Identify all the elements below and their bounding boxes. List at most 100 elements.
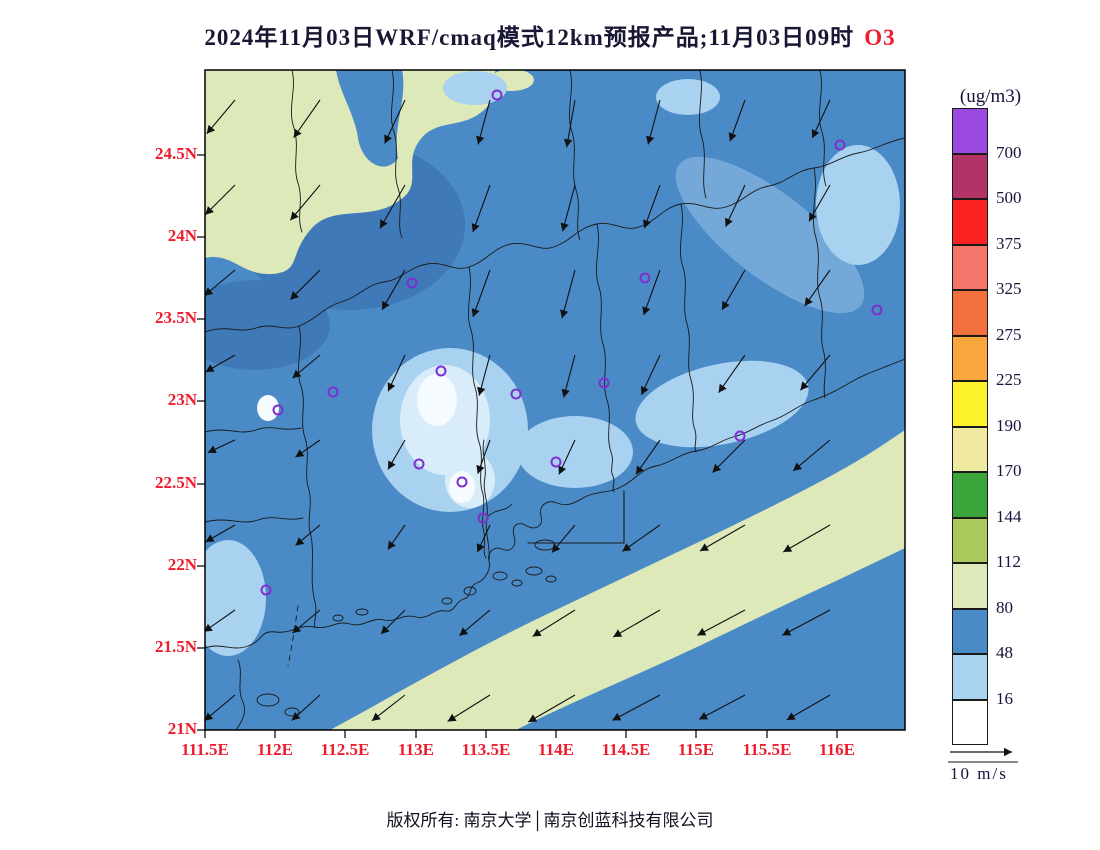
- wind-arrow-head: [783, 544, 793, 552]
- wind-arrow-head: [811, 129, 820, 139]
- station-marker: [327, 386, 339, 398]
- wind-arrow-head: [699, 543, 709, 551]
- wind-arrow-shaft: [698, 694, 746, 720]
- wind-arrow-head: [471, 223, 480, 232]
- wind-arrow-head: [728, 132, 737, 142]
- wind-arrow-head: [642, 306, 651, 316]
- wind-arrow-head: [635, 465, 644, 475]
- wind-arrow-head: [295, 537, 305, 546]
- wind-arrow-head: [476, 464, 485, 474]
- wind-arrow-head: [712, 463, 722, 473]
- wind-arrow-head: [699, 711, 709, 720]
- fill-white-spot1: [417, 374, 457, 426]
- station-marker: [491, 89, 503, 101]
- fill-light-blue-delta: [517, 416, 633, 488]
- station-marker: [639, 272, 651, 284]
- wind-arrow-head: [205, 534, 215, 542]
- station-marker: [598, 377, 610, 389]
- wind-arrow-head: [622, 543, 632, 552]
- wind-arrow-head: [643, 219, 651, 229]
- fill-light-blue-sw: [205, 540, 266, 656]
- fill-blue-notch: [336, 70, 404, 167]
- wind-arrow-head: [561, 388, 570, 398]
- wind-arrow-head: [804, 297, 813, 307]
- copyright-text: 版权所有: 南京大学│南京创蓝科技有限公司: [386, 811, 714, 830]
- fill-white-spot3: [257, 395, 279, 421]
- wind-scale-label: 10 m/s: [950, 764, 1008, 783]
- wind-arrow-head: [384, 134, 392, 144]
- wind-arrow-head: [371, 712, 381, 721]
- legend-unit-label: (ug/m3): [959, 86, 1022, 107]
- wind-arrow-head: [722, 300, 730, 310]
- wind-arrow-shaft: [786, 694, 831, 721]
- chart-title-pollutant: O3: [864, 25, 896, 50]
- wind-arrow-shaft: [699, 524, 746, 552]
- wind-arrow-head: [558, 465, 567, 475]
- wind-arrow-shaft: [782, 609, 831, 636]
- station-marker: [260, 584, 272, 596]
- station-marker: [871, 304, 883, 316]
- wind-arrow-shaft: [643, 269, 661, 316]
- wind-arrow-head: [563, 138, 573, 148]
- wind-arrow-shaft: [562, 184, 576, 232]
- wind-scale-arrow: [948, 747, 1018, 763]
- fill-light-blue-top2: [656, 79, 720, 115]
- chart-title: 2024年11月03日WRF/cmaq模式12km预报产品;11月03日09时 O…: [0, 18, 1100, 52]
- wind-arrow-head: [809, 212, 817, 222]
- wind-arrow-head: [560, 222, 569, 232]
- wind-arrow-shaft: [384, 99, 406, 144]
- wind-arrow-head: [291, 711, 301, 721]
- wind-arrow-head: [725, 217, 733, 227]
- station-marker: [834, 139, 846, 151]
- wind-arrow-head: [292, 624, 302, 634]
- wind-arrow-head: [476, 543, 485, 553]
- wind-arrow-head: [786, 712, 796, 720]
- wind-arrow-head: [782, 627, 792, 636]
- station-marker: [406, 277, 418, 289]
- wind-arrow-head: [290, 211, 299, 221]
- wind-arrow-shaft: [566, 99, 576, 148]
- wind-arrow-head: [295, 449, 305, 458]
- wind-arrow-shaft: [532, 609, 576, 637]
- wind-arrow-head: [447, 713, 457, 722]
- wind-arrow-head: [387, 382, 396, 392]
- wind-arrow-head: [205, 206, 214, 215]
- station-marker: [550, 456, 562, 468]
- wind-arrow-head: [293, 128, 302, 138]
- wind-arrow-head: [646, 135, 655, 145]
- wind-arrow-head: [1004, 747, 1012, 757]
- wind-arrow-head: [207, 445, 217, 454]
- wind-arrow-head: [205, 287, 214, 296]
- wind-arrow-shaft: [472, 269, 491, 318]
- wind-vector-layer: [205, 99, 831, 723]
- wind-arrow-head: [382, 300, 390, 310]
- wind-arrow-head: [206, 124, 216, 134]
- wind-arrow-head: [459, 627, 469, 636]
- wind-arrow-head: [380, 219, 388, 229]
- wind-arrow-head: [476, 135, 485, 145]
- fill-mid-blue-ne: [675, 156, 865, 314]
- wind-arrow-shaft: [472, 184, 491, 233]
- station-marker-layer: [260, 89, 883, 596]
- station-marker: [456, 476, 468, 488]
- wind-arrow-shaft: [612, 609, 661, 638]
- station-marker: [734, 430, 746, 442]
- chart-title-text: 2024年11月03日WRF/cmaq模式12km预报产品;11月03日09时: [204, 25, 855, 50]
- fill-light-blue-east: [635, 360, 809, 448]
- wind-arrow-head: [388, 460, 396, 470]
- wind-arrow-head: [292, 369, 302, 379]
- station-marker: [435, 365, 447, 377]
- wind-arrow-shaft: [527, 694, 576, 723]
- station-marker: [413, 458, 425, 470]
- fill-light-blue-top1: [443, 71, 507, 105]
- map-frame: [204, 69, 906, 731]
- wind-arrow-head: [205, 712, 214, 721]
- wind-arrow-head: [528, 714, 538, 722]
- wind-arrow-shaft: [447, 694, 491, 722]
- wind-arrow-head: [380, 625, 390, 635]
- wind-arrow-head: [800, 381, 809, 391]
- wind-arrow-head: [640, 385, 649, 395]
- wind-arrow-head: [205, 364, 215, 372]
